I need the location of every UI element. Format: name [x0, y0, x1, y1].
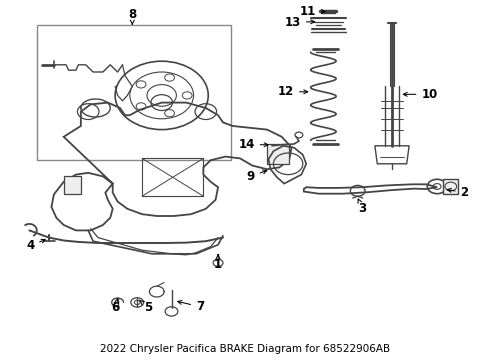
Text: 13: 13 [285, 16, 315, 29]
Text: 14: 14 [239, 138, 268, 151]
Text: 8: 8 [128, 8, 136, 24]
Text: 5: 5 [140, 300, 152, 314]
Text: 3: 3 [358, 199, 367, 215]
Text: 4: 4 [26, 239, 45, 252]
Text: 9: 9 [246, 170, 267, 183]
Bar [37, 25, 231, 160]
Text: 2: 2 [447, 186, 469, 199]
Text: 11: 11 [300, 5, 325, 18]
Text: 1: 1 [214, 255, 222, 271]
Text: 7: 7 [178, 300, 204, 313]
Bar [443, 179, 458, 194]
Polygon shape [64, 176, 81, 194]
Text: 2022 Chrysler Pacifica BRAKE Diagram for 68522906AB: 2022 Chrysler Pacifica BRAKE Diagram for… [100, 343, 390, 354]
Text: 10: 10 [403, 88, 438, 101]
Text: 12: 12 [278, 85, 308, 98]
Text: 6: 6 [111, 298, 119, 314]
Polygon shape [267, 144, 289, 164]
